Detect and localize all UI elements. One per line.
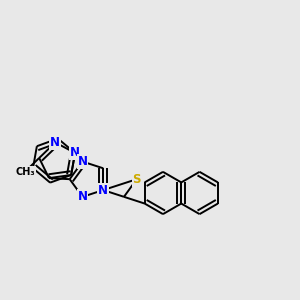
Text: N: N [70,146,80,159]
Text: N: N [77,190,88,203]
Text: N: N [98,184,108,196]
Text: N: N [77,155,88,168]
Text: CH₃: CH₃ [15,167,35,177]
Text: S: S [133,173,141,186]
Text: N: N [50,136,60,149]
